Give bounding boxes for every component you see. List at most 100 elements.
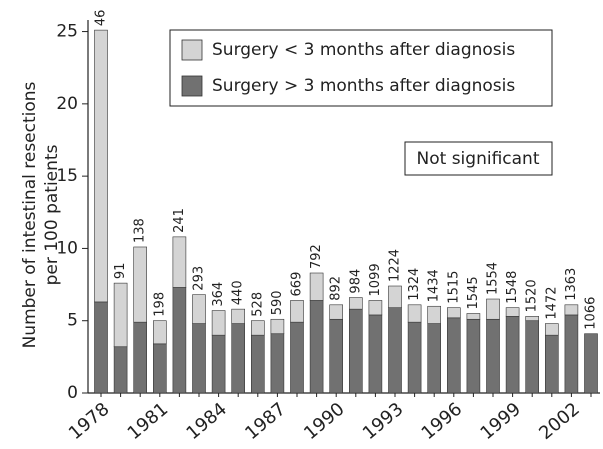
bar-segment (290, 321, 304, 394)
bar-segment (446, 317, 461, 394)
bar-label: 1554 (486, 262, 501, 295)
bar-segment (446, 307, 461, 319)
bar-segment (231, 323, 245, 394)
bar-segment (466, 318, 481, 394)
bar-label: 590 (270, 290, 285, 315)
legend-swatch (181, 75, 203, 97)
bar-label: 293 (192, 266, 207, 291)
bar-segment (270, 318, 285, 335)
legend-swatch (181, 39, 203, 61)
bar-label: 138 (133, 218, 148, 243)
bar-label: 528 (250, 292, 265, 317)
y-tick-label: 5 (67, 311, 78, 331)
bar-label: 1472 (544, 287, 559, 320)
bar-segment (251, 334, 265, 394)
bar-label: 46 (94, 10, 109, 27)
bar-segment (525, 320, 540, 394)
bar-segment (290, 300, 304, 323)
bar-segment (388, 285, 402, 309)
y-tick-label: 15 (56, 166, 78, 186)
bar-segment (172, 287, 187, 394)
annotation: Not significant (417, 149, 540, 169)
bar-label: 91 (113, 263, 128, 280)
bar-label: 984 (348, 269, 363, 294)
bar-label: 1324 (407, 268, 422, 301)
bar-label: 198 (152, 292, 167, 317)
bar-segment (251, 320, 265, 336)
bar-segment (407, 304, 422, 323)
bar-segment (153, 320, 167, 345)
bar-segment (329, 304, 344, 320)
bar-segment (407, 321, 422, 394)
x-tick-label: 1990 (300, 399, 349, 445)
bar-segment (133, 321, 147, 394)
bar-segment (584, 333, 598, 394)
bar-segment (192, 323, 206, 394)
bar-label: 1548 (505, 271, 520, 304)
bar-segment (153, 343, 167, 394)
x-tick-label: 1987 (241, 399, 290, 445)
bar-label: 1066 (584, 297, 599, 330)
bar-label: 892 (329, 276, 344, 301)
x-tick-label: 1981 (124, 399, 173, 445)
bar-label: 1224 (388, 249, 403, 282)
bar-segment (94, 29, 108, 303)
bar-label: 440 (231, 280, 246, 305)
bar-segment (348, 308, 363, 394)
y-tick-label: 25 (56, 22, 78, 42)
x-tick-label: 1996 (418, 399, 467, 445)
x-tick-label: 1999 (476, 399, 525, 445)
annotation-box (404, 141, 553, 176)
bar-segment (309, 272, 324, 301)
bar-segment (564, 314, 579, 394)
y-axis-label: Number of intestinal resections (20, 81, 40, 348)
bar-segment (133, 246, 147, 323)
bar-segment (113, 346, 128, 394)
bar-label: 364 (211, 282, 226, 307)
x-tick-label: 1978 (65, 399, 114, 445)
bar-segment (505, 307, 520, 317)
bar-segment (466, 313, 481, 320)
y-axis-label: per 100 patients (42, 144, 62, 285)
bar-segment (329, 318, 344, 394)
y-tick-label: 0 (67, 383, 78, 403)
bar-segment (505, 316, 520, 394)
bar-segment (309, 300, 324, 394)
x-tick-label: 1993 (359, 399, 408, 445)
bar-segment (94, 301, 108, 394)
bar-segment (368, 314, 383, 394)
x-tick-label: 2002 (535, 399, 584, 445)
bar-segment (388, 307, 402, 394)
bar-segment (231, 308, 245, 324)
legend-label: Surgery > 3 months after diagnosis (212, 76, 515, 96)
bar-segment (113, 282, 128, 348)
bar-segment (544, 323, 559, 336)
bar-segment (368, 300, 383, 316)
bar-segment (427, 305, 442, 324)
bar-segment (211, 310, 226, 336)
bar-segment (172, 236, 187, 288)
bar-segment (192, 294, 206, 324)
y-tick-label: 20 (56, 94, 78, 114)
bar-label: 1515 (446, 271, 461, 304)
bar-label: 241 (172, 208, 187, 233)
bar-label: 669 (290, 272, 305, 297)
bar-segment (564, 304, 579, 316)
legend-box (169, 29, 553, 107)
bar-label: 792 (309, 244, 324, 269)
bar-label: 1363 (564, 268, 579, 301)
bar-segment (270, 333, 285, 394)
bar-segment (211, 334, 226, 394)
x-tick-label: 1984 (182, 399, 231, 445)
bar-segment (427, 323, 442, 394)
bar-segment (348, 297, 363, 310)
bar-label: 1545 (466, 276, 481, 309)
bar-label: 1099 (368, 263, 383, 296)
bar-segment (525, 316, 540, 322)
bar-label: 1434 (427, 269, 442, 302)
legend-label: Surgery < 3 months after diagnosis (212, 40, 515, 60)
bar-label: 1520 (525, 279, 540, 312)
y-tick-label: 10 (56, 238, 78, 258)
